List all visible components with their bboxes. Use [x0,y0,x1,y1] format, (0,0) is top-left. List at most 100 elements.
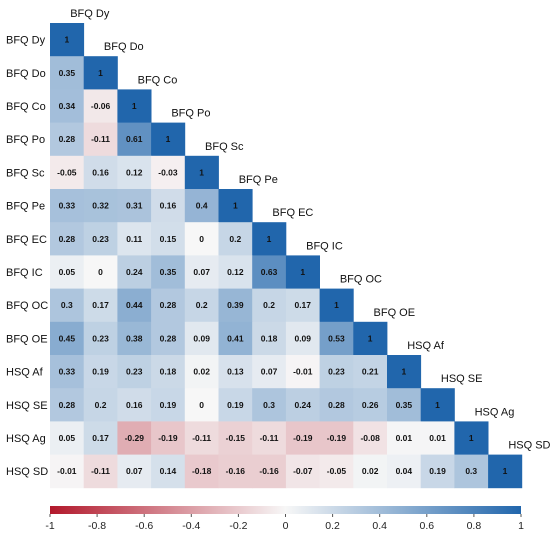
heatmap-cell [50,454,85,489]
cell-value-label: 0.01 [429,433,446,443]
heatmap-cell [184,388,219,422]
heatmap-cell [50,122,85,157]
heatmap-cell [387,355,422,389]
cell-value-label: 0.28 [328,400,345,410]
heatmap-cell [83,421,118,455]
heatmap-cell [83,189,118,223]
heatmap-cell [319,454,354,489]
column-label: HSQ Ag [475,406,515,418]
heatmap-cell [252,421,287,455]
column-label: BFQ Sc [205,141,244,153]
heatmap-cell [151,355,186,389]
row-label: HSQ Ag [6,433,46,445]
heatmap-cell [151,454,186,489]
cell-value-label: 0.11 [126,234,142,244]
heatmap-cell [50,56,85,90]
cell-value-label: 0 [199,234,204,244]
cell-value-label: -0.15 [226,433,246,443]
heatmap-cell [184,255,219,289]
colorbar-tick-label: 0.2 [325,520,340,532]
row-label: BFQ Sc [6,167,45,179]
cell-value-label: 0.05 [59,433,76,443]
cell-value-label: -0.11 [260,433,279,443]
cell-value-label: -0.06 [91,101,111,111]
cell-value-label: 1 [300,267,305,277]
column-label: BFQ Po [171,108,210,120]
heatmap-cell [420,388,455,422]
cell-value-label: 1 [98,68,103,78]
heatmap-cell [252,222,287,256]
heatmap-cell [50,222,85,256]
cell-value-label: 0.16 [92,167,109,177]
cell-value-label: 0 [98,267,103,277]
heatmap-cell [252,355,287,389]
cell-value-label: 0.33 [59,201,76,211]
cell-value-label: 1 [64,35,69,45]
cell-value-label: 0.01 [396,433,413,443]
heatmap-cell [151,155,186,190]
heatmap-cell [184,321,219,356]
cell-value-label: 1 [435,400,440,410]
cell-value-label: 0.07 [126,466,143,476]
heatmap-cell [420,454,455,489]
heatmap-cell [218,222,253,256]
row-label: HSQ Af [6,367,44,379]
cell-value-label: 0.17 [92,300,109,310]
heatmap-cell [151,421,186,455]
column-label: HSQ Af [407,340,445,352]
heatmap-cell [285,421,320,455]
heatmap-cell [50,189,85,223]
cell-value-label: 0.05 [59,267,76,277]
column-label: BFQ OE [374,307,416,319]
heatmap-cell [83,89,118,123]
row-label: HSQ SD [6,466,48,478]
cell-value-label: 0.24 [294,400,311,410]
cell-value-label: 0.19 [92,367,109,377]
cell-value-label: 0.4 [196,201,208,211]
cell-value-label: 0.63 [261,267,278,277]
heatmap-cell [319,288,354,323]
heatmap-cell [353,355,388,389]
heatmap-cell [353,321,388,356]
cell-value-label: 0.23 [328,367,345,377]
heatmap-cell [151,321,186,356]
colorbar-tick-label: 0.8 [467,520,482,532]
cell-value-label: 0.41 [227,333,244,343]
cell-value-label: 0.2 [229,234,241,244]
heatmap-cell [83,355,118,389]
cell-value-label: 0.14 [160,466,177,476]
cell-value-label: 1 [233,201,238,211]
heatmap-cell [184,155,219,190]
heatmap-cell [117,454,152,489]
cell-value-label: 0.21 [362,367,379,377]
heatmap-cell [117,89,152,123]
cell-value-label: 0.3 [61,300,73,310]
heatmap-cell [50,89,85,123]
heatmap-cell [319,355,354,389]
cell-value-label: -0.05 [57,167,77,177]
colorbar: -1 -0.8 -0.6 -0.4 -0.2 0 0.2 0.4 0.6 0.8 1 [45,506,524,532]
colorbar-tick-label: -0.6 [135,520,153,532]
heatmap-cell [50,288,85,323]
row-label: BFQ Do [6,68,46,80]
cell-value-label: 1 [469,433,474,443]
heatmap-cell [285,355,320,389]
colorbar-tick-label: -0.4 [182,520,200,532]
cell-value-label: 0.02 [193,367,210,377]
heatmap-cell [184,189,219,223]
colorbar-tick-label: 0.4 [372,520,387,532]
heatmap-cell [252,454,287,489]
heatmap-cell [184,355,219,389]
cell-value-label: -0.11 [91,466,110,476]
cell-value-label: -0.07 [293,466,313,476]
column-label: BFQ Co [138,74,178,86]
heatmap-cell [252,388,287,422]
cell-value-label: -0.11 [91,134,110,144]
heatmap-cell [50,355,85,389]
heatmap-cell [218,421,253,455]
heatmap-cell [387,388,422,422]
heatmap-cell [151,388,186,422]
heatmap-cell [218,189,253,223]
cell-value-label: 0.3 [465,466,477,476]
